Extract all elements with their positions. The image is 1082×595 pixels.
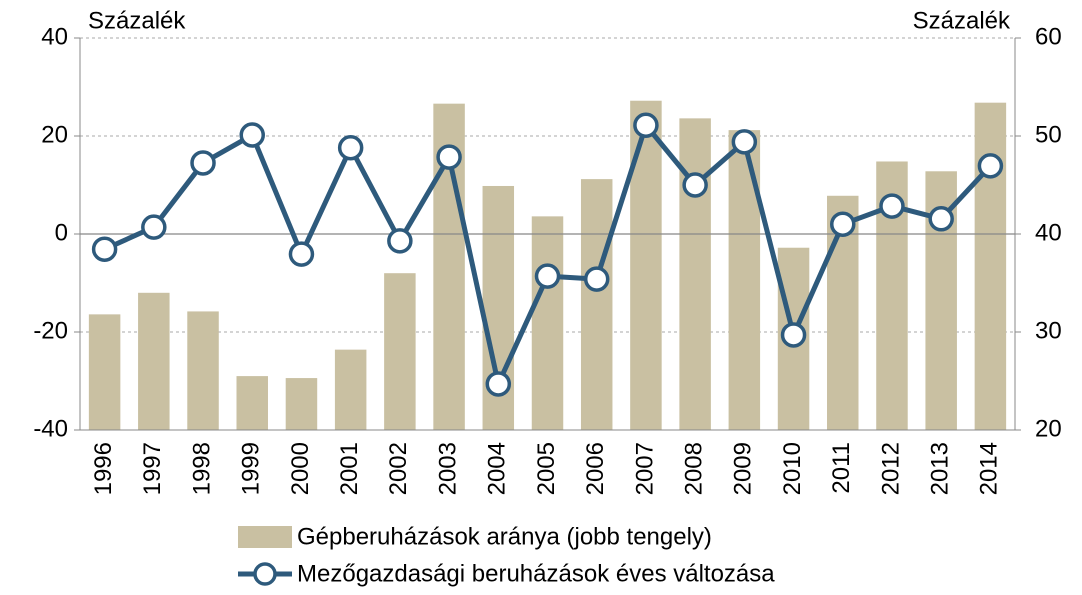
- y-tick-label: 20: [41, 121, 68, 148]
- x-tick-label: 2003: [434, 442, 461, 495]
- bar: [679, 118, 711, 431]
- x-tick-label: 2012: [877, 442, 904, 495]
- marker: [485, 371, 512, 397]
- y-tick-label: -20: [33, 317, 68, 344]
- x-tick-label: 1997: [139, 442, 166, 495]
- marker: [830, 211, 856, 237]
- y2-tick-label: 60: [1035, 23, 1062, 50]
- bar: [974, 102, 1007, 431]
- x-tick-label: 1999: [238, 442, 265, 495]
- y2-axis-label: Százalék: [913, 7, 1011, 34]
- x-tick-label: 2013: [927, 442, 954, 495]
- legend-label: Gépberuházások aránya (jobb tengely): [297, 523, 712, 550]
- marker: [387, 228, 413, 254]
- x-tick-label: 2007: [631, 442, 658, 495]
- bar: [531, 216, 564, 430]
- bar: [285, 378, 318, 430]
- x-tick-label: 1996: [90, 442, 117, 495]
- marker: [731, 129, 758, 155]
- bar: [236, 376, 268, 430]
- x-tick-label: 2008: [680, 442, 707, 495]
- x-tick-label: 2005: [533, 442, 560, 495]
- marker: [91, 236, 118, 262]
- x-tick-label: 2014: [976, 442, 1003, 495]
- x-tick-label: 2004: [484, 442, 511, 495]
- y2-tick-label: 20: [1035, 415, 1062, 442]
- x-tick-label: 2006: [582, 442, 609, 495]
- legend-swatch: [253, 562, 277, 586]
- y2-tick-label: 30: [1035, 317, 1062, 344]
- bar: [334, 349, 367, 430]
- marker: [780, 322, 807, 348]
- marker: [141, 214, 167, 240]
- marker: [583, 266, 610, 292]
- marker: [288, 241, 315, 267]
- bar: [138, 292, 170, 430]
- x-tick-label: 2002: [385, 442, 412, 495]
- y2-tick-label: 40: [1035, 219, 1062, 246]
- x-tick-label: 2001: [336, 442, 363, 495]
- marker: [977, 153, 1004, 179]
- x-tick-label: 1998: [188, 442, 215, 495]
- y2-tick-label: 50: [1035, 121, 1062, 148]
- bar: [187, 311, 219, 430]
- marker: [239, 122, 265, 148]
- marker: [337, 135, 364, 161]
- y-axis-label: Százalék: [88, 7, 186, 34]
- x-tick-label: 2000: [287, 442, 314, 495]
- marker: [190, 150, 216, 176]
- y-tick-label: 40: [41, 23, 68, 50]
- legend-label: Mezőgazdasági beruházások éves változása: [297, 560, 775, 587]
- bar: [384, 273, 416, 430]
- marker: [879, 193, 905, 219]
- y-tick-label: -40: [33, 415, 68, 442]
- marker: [436, 144, 462, 170]
- marker: [633, 112, 659, 138]
- y-tick-label: 0: [55, 219, 68, 246]
- x-tick-label: 2009: [730, 442, 757, 495]
- legend-swatch: [238, 526, 292, 548]
- marker: [682, 172, 708, 198]
- bar: [580, 179, 613, 430]
- x-tick-label: 2010: [779, 442, 806, 495]
- bar: [630, 100, 662, 430]
- x-tick-label: 2011: [828, 442, 855, 494]
- marker: [928, 206, 954, 232]
- marker: [534, 263, 561, 289]
- bar: [88, 314, 121, 430]
